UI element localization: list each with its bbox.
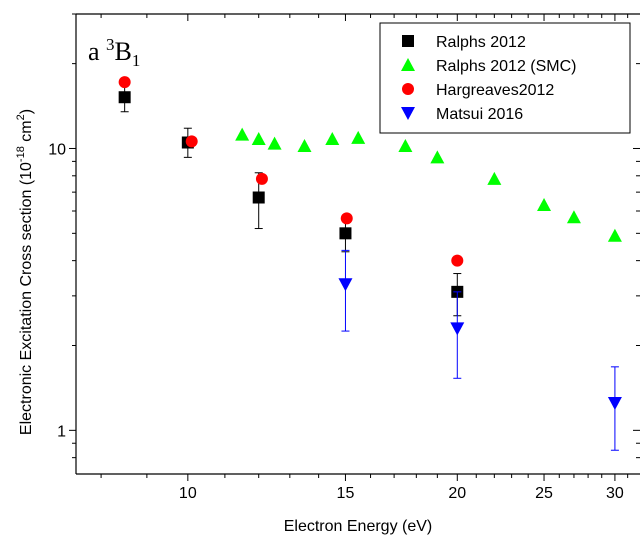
x-tick-label: 15 (337, 485, 355, 502)
data-point (186, 135, 198, 147)
state-annotation: a 3B1 (88, 35, 140, 70)
data-point (252, 132, 266, 145)
legend-marker (402, 35, 414, 47)
data-point (338, 278, 352, 291)
ylabel-pre: Electronic Excitation Cross section (10 (18, 162, 35, 435)
data-point (119, 91, 131, 103)
legend-label: Hargreaves2012 (436, 82, 554, 99)
ylabel-sup1: -18 (15, 146, 27, 162)
x-tick-label: 10 (179, 485, 197, 502)
data-point (450, 322, 464, 335)
data-point (268, 137, 282, 150)
y-tick-label: 10 (48, 141, 66, 158)
x-tick-label: 25 (535, 485, 553, 502)
legend-marker (402, 83, 414, 95)
data-point (398, 139, 412, 152)
series-3 (338, 250, 621, 450)
annotation-prefix: a (88, 37, 106, 66)
data-point (256, 173, 268, 185)
data-point (351, 131, 365, 144)
x-tick-label: 20 (448, 485, 466, 502)
x-tick-label: 30 (606, 485, 624, 502)
legend-label: Ralphs 2012 (436, 34, 526, 51)
data-point (235, 128, 249, 141)
data-point (451, 255, 463, 267)
data-point (537, 198, 551, 211)
data-point (119, 76, 131, 88)
annotation-sup: 3 (106, 35, 115, 54)
data-point (297, 139, 311, 152)
data-point (341, 212, 353, 224)
data-point (487, 172, 501, 185)
data-point (430, 150, 444, 163)
data-point (253, 192, 265, 204)
data-point (567, 210, 581, 223)
legend: Ralphs 2012 Ralphs 2012 (SMC) Hargreaves20… (380, 23, 630, 133)
data-point (325, 132, 339, 145)
y-axis-title: Electronic Excitation Cross section (10-… (15, 109, 35, 435)
y-tick-label: 1 (57, 423, 66, 440)
data-point (608, 397, 622, 410)
ylabel-mid: cm (18, 120, 35, 146)
data-point (608, 229, 622, 242)
annotation-sub: 1 (132, 51, 141, 70)
x-axis-title: Electron Energy (eV) (284, 518, 433, 535)
legend-label: Ralphs 2012 (SMC) (436, 58, 577, 75)
legend-label: Matsui 2016 (436, 106, 523, 123)
series-1 (235, 128, 622, 242)
annotation-main: B (115, 37, 132, 66)
ylabel-post: ) (18, 109, 35, 114)
data-point (339, 227, 351, 239)
